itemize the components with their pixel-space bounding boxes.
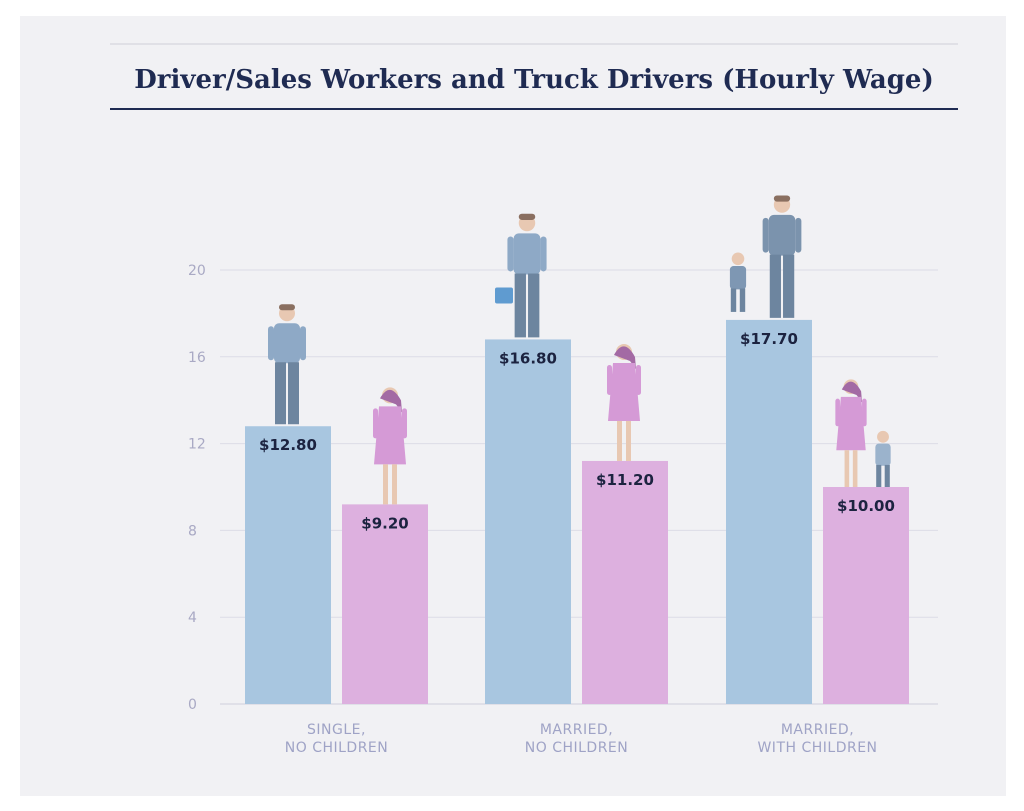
woman-figure-2-arm-right xyxy=(636,364,641,395)
man-figure-2-torso xyxy=(513,233,541,275)
man-figure-2-leg-left xyxy=(514,273,526,338)
child-figure-2-leg-left xyxy=(876,464,882,487)
woman-figure-3-leg-left xyxy=(844,450,850,487)
value-label-2-1: $16.80 xyxy=(499,349,557,367)
gridlines xyxy=(220,269,938,705)
category-label-3-line-2: WITH CHILDREN xyxy=(757,740,877,756)
people-illustrations xyxy=(268,195,891,505)
woman-figure-3-arm-left xyxy=(835,398,840,427)
category-label-1-line-1: SINGLE, xyxy=(307,722,366,738)
woman-figure-2 xyxy=(607,343,641,461)
man-figure-1-leg-right xyxy=(288,362,299,425)
woman-figure-1-leg-left xyxy=(383,464,388,505)
man-figure-2-arm-right xyxy=(540,236,547,272)
axis-labels: 0 4 8 12 16 20 SINGLE, NO CHILDREN MARRIED, NO CH… xyxy=(188,263,877,756)
y-tick-label-16: 16 xyxy=(188,350,206,366)
bar-3-series-2 xyxy=(823,487,909,704)
value-label-1-2: $9.20 xyxy=(361,514,408,532)
category-label-1-line-2: NO CHILDREN xyxy=(285,740,389,756)
bar-2-series-2 xyxy=(582,460,668,704)
child-figure-1-leg-right xyxy=(739,288,746,312)
man-figure-3 xyxy=(762,195,802,318)
woman-figure-1-arm-left xyxy=(373,408,378,439)
man-figure-3-leg-right xyxy=(783,254,795,318)
man-figure-2 xyxy=(495,213,547,338)
value-label-3-2: $10.00 xyxy=(837,497,895,515)
man-figure-3-torso xyxy=(768,214,796,256)
chart-card: Driver/Sales Workers and Truck Drivers (… xyxy=(20,16,1006,796)
woman-figure-1-leg-right xyxy=(392,464,397,505)
child-figure-1-body xyxy=(729,266,747,290)
woman-figure-2-dress xyxy=(608,362,640,421)
man-figure-2-arm-left xyxy=(507,236,514,272)
category-label-2-line-2: NO CHILDREN xyxy=(525,740,629,756)
man-figure-2-hair xyxy=(518,213,536,220)
bar-1-series-2 xyxy=(342,504,428,704)
briefcase-icon xyxy=(495,287,513,304)
man-figure-1-hair xyxy=(279,304,295,311)
child-figure-1 xyxy=(729,252,747,312)
category-label-3-line-1: MARRIED, xyxy=(781,722,854,738)
child-figure-2-body xyxy=(875,443,891,466)
value-label-1-1: $12.80 xyxy=(259,436,317,454)
woman-figure-1-dress xyxy=(374,406,406,465)
man-figure-3-leg-left xyxy=(769,254,781,318)
woman-figure-3-leg-right xyxy=(852,450,858,487)
man-figure-1-arm-left xyxy=(268,326,274,361)
woman-figure-3-arm-right xyxy=(862,398,867,427)
woman-figure-3-hair xyxy=(841,381,863,403)
child-figure-1-head xyxy=(731,252,745,266)
man-figure-2-leg-right xyxy=(528,273,540,338)
man-figure-1-leg-left xyxy=(275,362,286,425)
chart-svg: Driver/Sales Workers and Truck Drivers (… xyxy=(110,43,958,756)
man-figure-3-arm-right xyxy=(795,217,802,253)
bar-3-series-1 xyxy=(726,319,812,704)
woman-figure-3 xyxy=(835,379,867,487)
chart-title: Driver/Sales Workers and Truck Drivers (… xyxy=(134,65,934,95)
child-figure-2 xyxy=(875,430,891,487)
bars xyxy=(245,319,909,704)
woman-figure-2-hair xyxy=(614,346,636,369)
child-figure-1-leg-left xyxy=(730,288,737,312)
category-label-2-line-1: MARRIED, xyxy=(540,722,613,738)
woman-figure-1-arm-right xyxy=(402,408,407,439)
woman-figure-1-hair xyxy=(380,389,402,413)
y-tick-label-20: 20 xyxy=(188,263,206,279)
man-figure-1-torso xyxy=(274,323,300,364)
bar-2-series-1 xyxy=(485,339,571,704)
child-figure-2-leg-right xyxy=(884,464,890,487)
child-figure-2-head xyxy=(877,430,889,443)
man-figure-3-arm-left xyxy=(762,217,769,253)
data-labels: $12.80 $9.20 $16.80 $11.20 $17.70 $10.00 xyxy=(259,330,895,532)
woman-figure-2-leg-left xyxy=(617,420,622,461)
man-figure-1-arm-right xyxy=(300,326,306,361)
value-label-2-2: $11.20 xyxy=(596,471,654,489)
y-tick-label-12: 12 xyxy=(188,437,206,453)
man-figure-3-hair xyxy=(773,195,791,202)
woman-figure-1 xyxy=(373,387,407,505)
woman-figure-3-dress xyxy=(836,396,866,451)
y-tick-label-4: 4 xyxy=(188,610,197,626)
man-figure-1 xyxy=(268,304,306,425)
y-tick-label-0: 0 xyxy=(188,697,197,713)
y-tick-label-8: 8 xyxy=(188,523,197,539)
woman-figure-2-leg-right xyxy=(626,420,631,461)
woman-figure-2-arm-left xyxy=(607,364,612,395)
value-label-3-1: $17.70 xyxy=(740,330,798,348)
bar-1-series-1 xyxy=(245,426,331,704)
